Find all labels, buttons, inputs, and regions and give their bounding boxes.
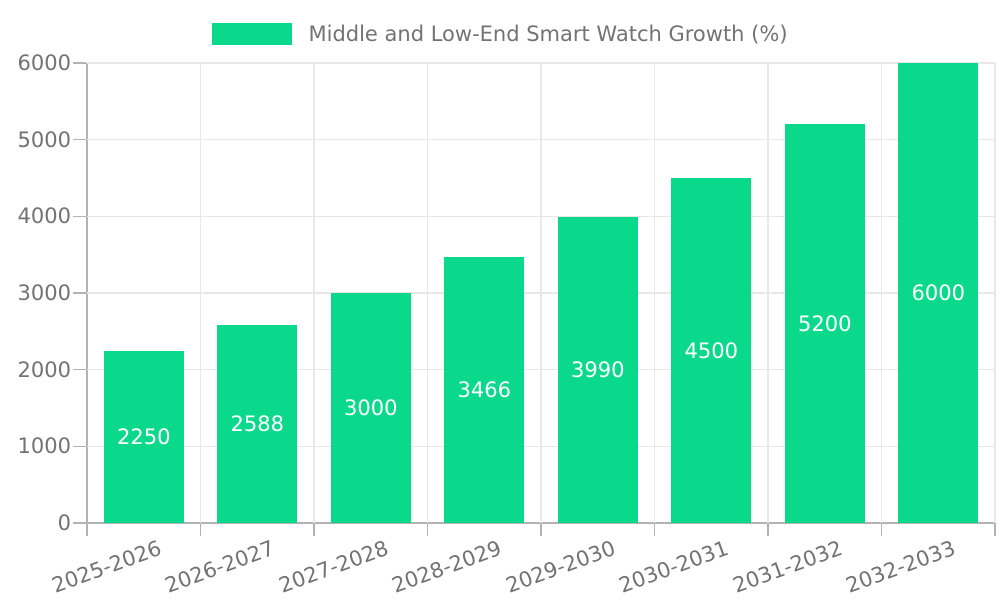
bar xyxy=(330,293,411,523)
v-gridline xyxy=(540,63,542,523)
y-axis-tick xyxy=(73,62,86,64)
x-axis-tick xyxy=(426,523,429,536)
legend: Middle and Low-End Smart Watch Growth (%… xyxy=(0,21,1000,47)
v-gridline xyxy=(994,63,996,523)
y-axis-tick xyxy=(73,215,86,218)
v-gridline xyxy=(767,63,769,523)
y-axis-tick xyxy=(73,138,86,141)
y-tick-label: 5000 xyxy=(17,127,71,152)
bar-value-label: 3466 xyxy=(457,378,511,403)
v-gridline xyxy=(199,63,202,523)
bar-value-label: 2588 xyxy=(230,411,284,436)
y-tick-label: 1000 xyxy=(17,434,71,459)
y-tick-label: 0 xyxy=(57,511,71,535)
bar xyxy=(444,257,525,523)
x-axis-tick xyxy=(880,523,883,536)
bar xyxy=(557,217,638,523)
bar-value-label: 4500 xyxy=(684,338,738,363)
legend-label: Middle and Low-End Smart Watch Growth (%… xyxy=(308,22,788,46)
bar-value-label: 5200 xyxy=(798,311,852,336)
y-axis-tick xyxy=(73,445,86,448)
y-axis-tick xyxy=(73,292,86,294)
x-axis-tick xyxy=(540,523,542,536)
v-gridline xyxy=(426,63,429,523)
bar-value-label: 6000 xyxy=(911,281,965,305)
bar xyxy=(898,63,979,523)
x-axis-tick xyxy=(86,523,88,536)
y-tick-label: 3000 xyxy=(17,281,71,305)
y-axis-tick xyxy=(73,368,86,371)
bar-value-label: 3000 xyxy=(344,396,398,420)
x-axis-tick xyxy=(199,523,202,536)
y-tick-label: 4000 xyxy=(17,204,71,229)
x-axis-tick xyxy=(994,523,996,536)
y-axis-tick xyxy=(73,522,86,524)
y-tick-label: 6000 xyxy=(17,51,71,75)
bar xyxy=(671,178,752,523)
v-gridline xyxy=(880,63,883,523)
bar xyxy=(217,324,298,523)
bar-value-label: 2250 xyxy=(117,424,171,449)
v-gridline xyxy=(653,63,656,523)
x-axis-tick xyxy=(653,523,656,536)
x-axis-tick xyxy=(767,523,769,536)
bar xyxy=(784,124,865,523)
legend-swatch xyxy=(212,23,293,45)
y-tick-label: 2000 xyxy=(17,357,71,382)
bar-value-label: 3990 xyxy=(571,358,625,383)
v-gridline xyxy=(313,63,315,523)
plot-area: 0 1000 2000 3000 4000 5000 6000 2250 2025-2026 25… xyxy=(18,51,996,598)
x-axis-tick xyxy=(313,523,315,536)
bar xyxy=(103,350,184,523)
